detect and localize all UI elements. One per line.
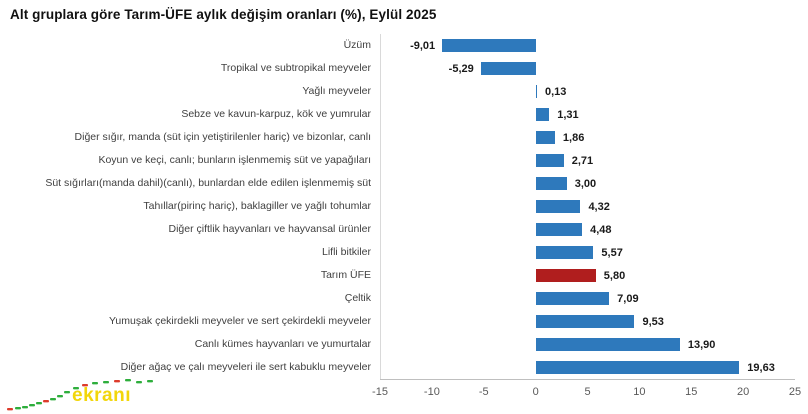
category-label: Tahıllar(pirinç hariç), baklagiller ve y… bbox=[143, 200, 371, 212]
value-label: 3,00 bbox=[574, 177, 597, 190]
value-label: 5,80 bbox=[603, 269, 626, 282]
bar-row: Üzüm -9,01 bbox=[0, 34, 808, 57]
value-label: -5,29 bbox=[448, 62, 474, 75]
category-label: Süt sığırları(manda dahil)(canlı), bunla… bbox=[45, 177, 371, 189]
bar-row: Çeltik 7,09 bbox=[0, 287, 808, 310]
value-label: 1,31 bbox=[557, 108, 579, 121]
bar-row: Diğer ağaç ve çalı meyveleri ile sert ka… bbox=[0, 356, 808, 379]
bar-track: 5,80 bbox=[380, 264, 795, 287]
value-label: 0,13 bbox=[544, 85, 567, 98]
bar-track: 4,48 bbox=[380, 218, 795, 241]
x-tick-label: -5 bbox=[478, 386, 489, 398]
x-axis-ticks: -15 -10 -5 0 5 10 15 20 25 bbox=[372, 386, 801, 400]
bar-track: -9,01 bbox=[380, 34, 795, 57]
bar bbox=[480, 62, 536, 75]
bar bbox=[535, 200, 581, 213]
bar bbox=[535, 338, 680, 351]
value-label: 19,63 bbox=[747, 361, 775, 374]
bar bbox=[535, 131, 555, 144]
chart-rows: Üzüm -9,01 Tropikal ve subtropikal meyvele… bbox=[0, 34, 808, 379]
bar-track: -5,29 bbox=[380, 57, 795, 80]
bar-track: 1,31 bbox=[380, 103, 795, 126]
value-label: 4,48 bbox=[590, 223, 612, 236]
bar-row: Koyun ve keçi, canlı; bunların işlenmemi… bbox=[0, 149, 808, 172]
bar-track: 5,57 bbox=[380, 241, 795, 264]
bar-row: Tarım ÜFE 5,80 bbox=[0, 264, 808, 287]
value-label: 9,53 bbox=[642, 315, 664, 328]
value-label: 1,86 bbox=[562, 131, 585, 144]
bar bbox=[535, 246, 594, 259]
category-label: Diğer sığır, manda (süt için yetiştirile… bbox=[74, 131, 371, 143]
bar-row: Canlı kümes hayvanları ve yumurtalar 13,9… bbox=[0, 333, 808, 356]
bar-row: Sebze ve kavun-karpuz, kök ve yumrular 1,… bbox=[0, 103, 808, 126]
bar-row: Tahıllar(pirinç hariç), baklagiller ve y… bbox=[0, 195, 808, 218]
bar bbox=[535, 315, 635, 328]
category-label: Tropikal ve subtropikal meyveler bbox=[220, 62, 371, 74]
value-label: 5,57 bbox=[601, 246, 623, 259]
bar bbox=[535, 361, 740, 374]
bar-row: Diğer sığır, manda (süt için yetiştirile… bbox=[0, 126, 808, 149]
category-label: Lifli bitkiler bbox=[321, 246, 371, 258]
category-label: Tarım ÜFE bbox=[320, 269, 371, 281]
value-label: 7,09 bbox=[617, 292, 639, 305]
bar bbox=[442, 39, 536, 52]
x-tick-label: 5 bbox=[584, 386, 591, 398]
bar-row: Yağlı meyveler 0,13 bbox=[0, 80, 808, 103]
bar-track: 9,53 bbox=[380, 310, 795, 333]
bar-track: 1,86 bbox=[380, 126, 795, 149]
bar-row: Lifli bitkiler 5,57 bbox=[0, 241, 808, 264]
bar bbox=[535, 154, 564, 167]
bar-row: Tropikal ve subtropikal meyveler -5,29 bbox=[0, 57, 808, 80]
bar bbox=[535, 177, 567, 190]
bar bbox=[535, 269, 596, 282]
x-tick-label: 10 bbox=[633, 386, 646, 398]
bar-track: 7,09 bbox=[380, 287, 795, 310]
category-label: Sebze ve kavun-karpuz, kök ve yumrular bbox=[181, 108, 371, 120]
bar bbox=[535, 292, 610, 305]
bar bbox=[535, 223, 583, 236]
value-label: 2,71 bbox=[571, 154, 594, 167]
bar-track: 13,90 bbox=[380, 333, 795, 356]
y-axis-line bbox=[380, 34, 381, 379]
category-label: Koyun ve keçi, canlı; bunların işlenmemi… bbox=[98, 154, 371, 166]
x-tick-label: -10 bbox=[423, 386, 440, 398]
x-tick-label: 25 bbox=[788, 386, 802, 398]
watermark-sparkline-icon bbox=[7, 379, 153, 411]
x-tick-label: -15 bbox=[372, 386, 388, 398]
bar-track: 3,00 bbox=[380, 172, 795, 195]
category-label: Diğer çiftlik hayvanları ve hayvansal ür… bbox=[168, 223, 371, 235]
bar-row: Yumuşak çekirdekli meyveler ve sert çeki… bbox=[0, 310, 808, 333]
category-label: Diğer ağaç ve çalı meyveleri ile sert ka… bbox=[120, 361, 371, 373]
category-label: Üzüm bbox=[343, 39, 371, 51]
x-tick-label: 15 bbox=[685, 386, 698, 398]
value-label: 4,32 bbox=[588, 200, 610, 213]
watermark-text: ekranı bbox=[72, 385, 131, 406]
value-label: 13,90 bbox=[687, 338, 716, 351]
bar-track: 4,32 bbox=[380, 195, 795, 218]
category-label: Yumuşak çekirdekli meyveler ve sert çeki… bbox=[108, 315, 371, 327]
bar-row: Diğer çiftlik hayvanları ve hayvansal ür… bbox=[0, 218, 808, 241]
bar-track: 2,71 bbox=[380, 149, 795, 172]
bar-track: 19,63 bbox=[380, 356, 795, 379]
x-tick-label: 0 bbox=[532, 386, 539, 398]
x-tick-label: 20 bbox=[737, 386, 750, 398]
bar-row: Süt sığırları(manda dahil)(canlı), bunla… bbox=[0, 172, 808, 195]
category-label: Yağlı meyveler bbox=[302, 85, 371, 97]
x-axis-line bbox=[380, 379, 795, 380]
watermark: ekranı bbox=[4, 376, 179, 414]
bar bbox=[535, 108, 550, 121]
chart-title: Alt gruplara göre Tarım-ÜFE aylık değişi… bbox=[10, 7, 437, 22]
bar bbox=[535, 85, 537, 98]
value-label: -9,01 bbox=[410, 39, 436, 52]
category-label: Canlı kümes hayvanları ve yumurtalar bbox=[194, 338, 371, 350]
category-label: Çeltik bbox=[344, 292, 371, 304]
bar-track: 0,13 bbox=[380, 80, 795, 103]
